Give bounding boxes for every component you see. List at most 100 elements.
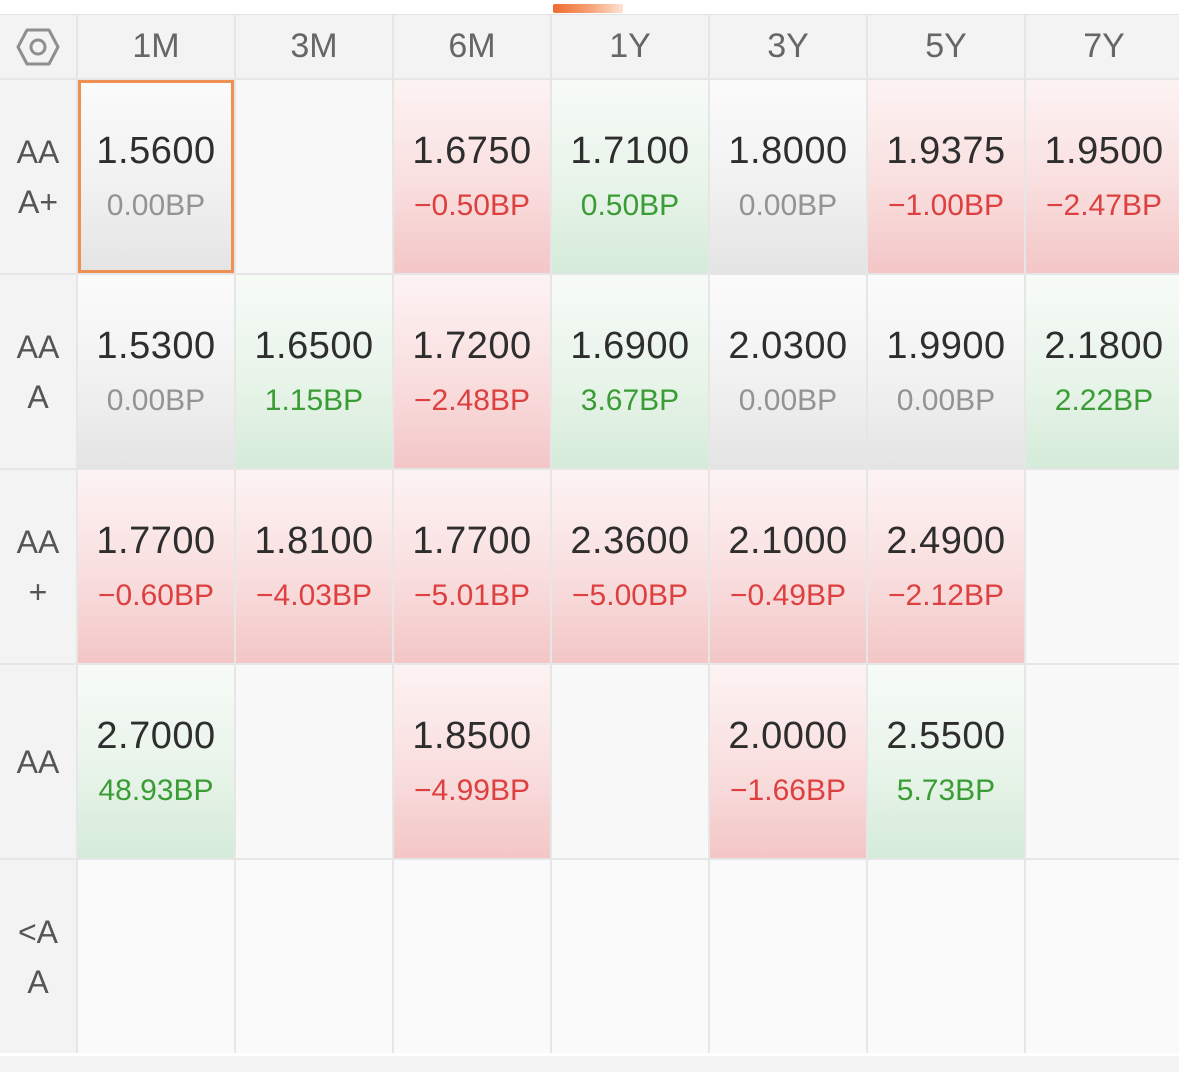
- column-header-3y[interactable]: 3Y: [710, 15, 866, 78]
- column-header-7y[interactable]: 7Y: [1026, 15, 1179, 78]
- yield-value: 1.9900: [886, 324, 1006, 367]
- yield-value: 1.5600: [96, 129, 216, 172]
- column-header-3m[interactable]: 3M: [236, 15, 392, 78]
- yield-change: −5.01BP: [414, 578, 530, 612]
- yield-cell[interactable]: 1.5600 0.00BP: [78, 80, 234, 273]
- yield-value: 1.5300: [96, 324, 216, 367]
- yield-cell[interactable]: 2.3600 −5.00BP: [552, 470, 708, 663]
- rating-label: AAA+: [16, 133, 60, 220]
- yield-value: 1.7700: [96, 519, 216, 562]
- yield-cell[interactable]: 2.0000 −1.66BP: [710, 665, 866, 858]
- yield-change: −0.50BP: [414, 188, 530, 222]
- row-label: AAA+: [0, 80, 76, 273]
- yield-cell[interactable]: [1026, 665, 1179, 858]
- column-header-1y[interactable]: 1Y: [552, 15, 708, 78]
- yield-matrix-table: 1M 3M 6M 1Y 3Y 5Y 7Y AAA+ 1.5600 0.00BP 1.6750 −0.5…: [0, 14, 1179, 1053]
- yield-value: 2.1000: [728, 519, 848, 562]
- rating-label: <AA: [17, 913, 59, 1000]
- yield-cell[interactable]: 1.7200 −2.48BP: [394, 275, 550, 468]
- yield-cell[interactable]: [236, 665, 392, 858]
- yield-change: 1.15BP: [264, 383, 364, 417]
- yield-change: −4.99BP: [414, 773, 530, 807]
- yield-cell[interactable]: 1.6900 3.67BP: [552, 275, 708, 468]
- yield-value: 2.0300: [728, 324, 848, 367]
- yield-change: −4.03BP: [256, 578, 372, 612]
- yield-change: −5.00BP: [572, 578, 688, 612]
- yield-cell[interactable]: [1026, 470, 1179, 663]
- yield-value: 1.8500: [412, 714, 532, 757]
- yield-value: 2.1800: [1044, 324, 1164, 367]
- yield-cell[interactable]: 1.6750 −0.50BP: [394, 80, 550, 273]
- yield-value: 1.6500: [254, 324, 374, 367]
- yield-value: 2.3600: [570, 519, 690, 562]
- yield-cell[interactable]: [552, 665, 708, 858]
- rating-label: AAA: [16, 328, 60, 415]
- yield-cell[interactable]: 1.9500 −2.47BP: [1026, 80, 1179, 273]
- yield-cell[interactable]: 1.9375 −1.00BP: [868, 80, 1024, 273]
- rating-label: AA+: [16, 523, 60, 610]
- yield-value: 1.9500: [1044, 129, 1164, 172]
- yield-value: 1.7700: [412, 519, 532, 562]
- yield-change: 0.00BP: [738, 383, 838, 417]
- yield-value: 2.4900: [886, 519, 1006, 562]
- yield-change: 0.00BP: [896, 383, 996, 417]
- yield-change: −1.00BP: [888, 188, 1004, 222]
- yield-change: 0.00BP: [106, 188, 206, 222]
- yield-change: 48.93BP: [98, 773, 214, 807]
- yield-change: −0.49BP: [730, 578, 846, 612]
- scroll-indicator: [553, 4, 623, 13]
- yield-cell[interactable]: 1.5300 0.00BP: [78, 275, 234, 468]
- yield-value: 1.8000: [728, 129, 848, 172]
- row-label: AA+: [0, 470, 76, 663]
- yield-cell[interactable]: [394, 860, 550, 1053]
- row-label: <AA: [0, 860, 76, 1053]
- yield-cell[interactable]: 2.7000 48.93BP: [78, 665, 234, 858]
- yield-cell[interactable]: 2.0300 0.00BP: [710, 275, 866, 468]
- yield-change: −1.66BP: [730, 773, 846, 807]
- column-header-6m[interactable]: 6M: [394, 15, 550, 78]
- yield-cell[interactable]: 2.1800 2.22BP: [1026, 275, 1179, 468]
- yield-value: 2.5500: [886, 714, 1006, 757]
- top-strip: [0, 0, 1179, 14]
- yield-cell[interactable]: [78, 860, 234, 1053]
- yield-change: −2.47BP: [1046, 188, 1162, 222]
- yield-cell[interactable]: [868, 860, 1024, 1053]
- yield-change: 5.73BP: [896, 773, 996, 807]
- yield-cell[interactable]: 1.7100 0.50BP: [552, 80, 708, 273]
- row-label: AAA: [0, 275, 76, 468]
- yield-change: 2.22BP: [1054, 383, 1154, 417]
- yield-change: 0.50BP: [580, 188, 680, 222]
- yield-cell[interactable]: 1.9900 0.00BP: [868, 275, 1024, 468]
- yield-cell[interactable]: [710, 860, 866, 1053]
- yield-cell[interactable]: [552, 860, 708, 1053]
- yield-value: 1.6900: [570, 324, 690, 367]
- yield-value: 1.6750: [412, 129, 532, 172]
- yield-value: 2.0000: [728, 714, 848, 757]
- yield-cell[interactable]: [1026, 860, 1179, 1053]
- yield-change: −2.12BP: [888, 578, 1004, 612]
- yield-cell[interactable]: 2.4900 −2.12BP: [868, 470, 1024, 663]
- yield-cell[interactable]: 1.7700 −0.60BP: [78, 470, 234, 663]
- yield-cell[interactable]: [236, 80, 392, 273]
- yield-change: 0.00BP: [106, 383, 206, 417]
- yield-change: −2.48BP: [414, 383, 530, 417]
- yield-cell[interactable]: 2.1000 −0.49BP: [710, 470, 866, 663]
- yield-cell[interactable]: 1.8500 −4.99BP: [394, 665, 550, 858]
- column-header-1m[interactable]: 1M: [78, 15, 234, 78]
- yield-value: 1.7200: [412, 324, 532, 367]
- yield-cell[interactable]: 1.8000 0.00BP: [710, 80, 866, 273]
- settings-hexagon-icon[interactable]: [0, 15, 76, 78]
- yield-cell[interactable]: 2.5500 5.73BP: [868, 665, 1024, 858]
- yield-change: −0.60BP: [98, 578, 214, 612]
- column-header-5y[interactable]: 5Y: [868, 15, 1024, 78]
- yield-value: 1.9375: [886, 129, 1006, 172]
- yield-cell[interactable]: [236, 860, 392, 1053]
- yield-value: 2.7000: [96, 714, 216, 757]
- yield-change: 0.00BP: [738, 188, 838, 222]
- yield-cell[interactable]: 1.7700 −5.01BP: [394, 470, 550, 663]
- rating-label: AA: [16, 743, 60, 780]
- yield-cell[interactable]: 1.6500 1.15BP: [236, 275, 392, 468]
- footer-strip: [0, 1056, 1179, 1072]
- yield-cell[interactable]: 1.8100 −4.03BP: [236, 470, 392, 663]
- yield-change: 3.67BP: [580, 383, 680, 417]
